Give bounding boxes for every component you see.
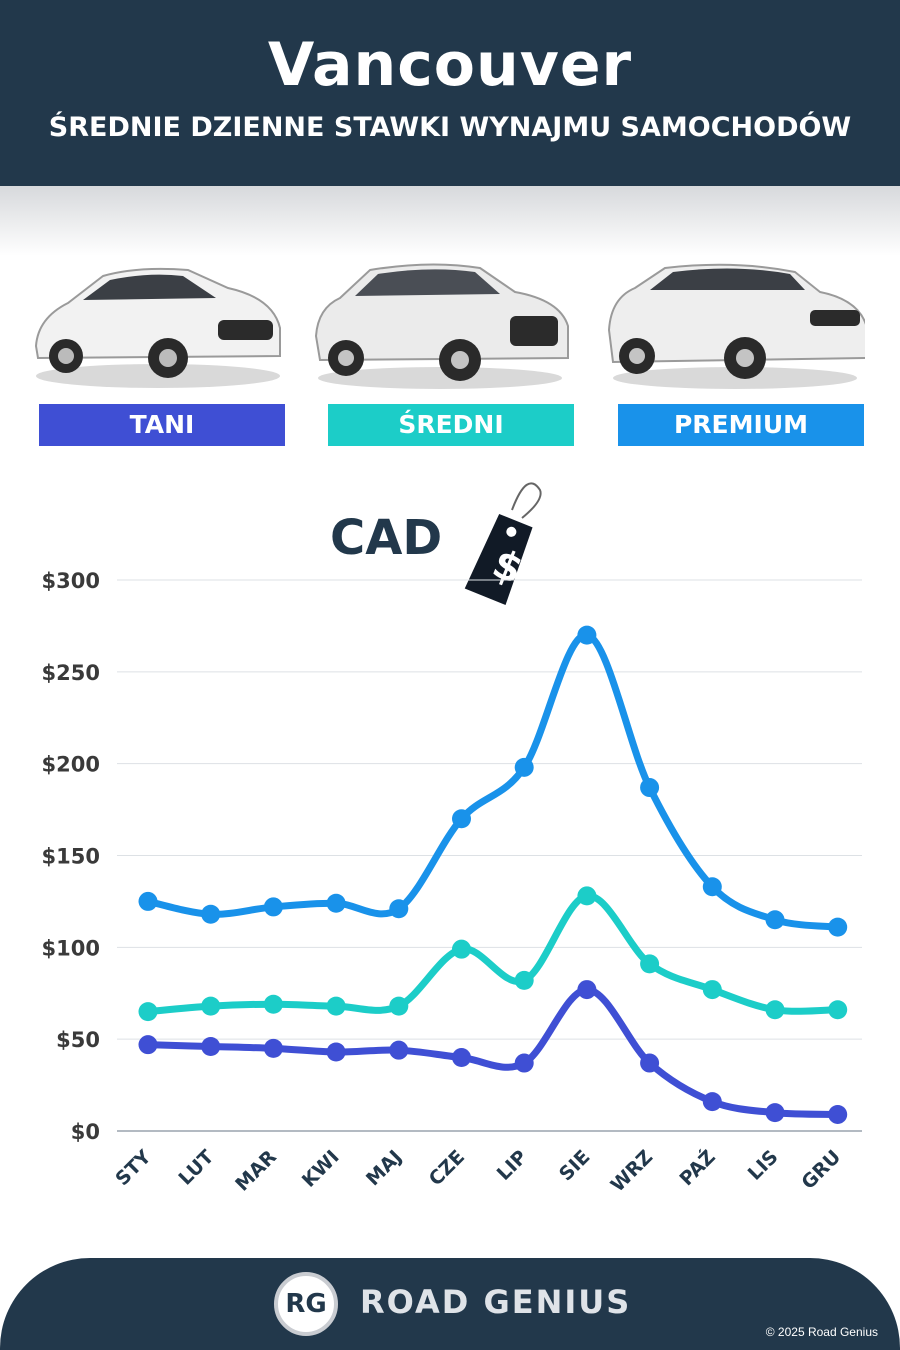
premium-suv-image [607,263,865,389]
data-point-redni [452,939,471,959]
data-point-premium [201,904,221,924]
data-point-tani [765,1103,785,1123]
y-tick-label: $150 [42,845,100,869]
category-badge-premium: PREMIUM [618,404,864,446]
x-tick-label: WRZ [607,1146,657,1196]
data-point-redni [389,996,409,1016]
data-point-redni [577,886,597,906]
data-point-tani [138,1035,158,1055]
header: Vancouver ŚREDNIE DZIENNE STAWKI WYNAJMU… [0,0,900,186]
y-tick-label: $50 [56,1028,100,1052]
data-point-redni [765,1000,785,1020]
data-point-tani [640,1053,660,1073]
x-tick-label: LIS [744,1146,783,1185]
data-point-tani [201,1037,221,1057]
data-point-premium [577,625,597,645]
x-tick-label: KWI [298,1146,344,1192]
data-point-premium [138,891,158,911]
line-chart: $0 $50 $100 $150 $200 $250 $300 STY LUT MAR KWI MAJ… [42,569,862,1196]
data-point-tani [828,1104,848,1124]
footer [0,1258,900,1350]
brand-logo: RG [274,1272,338,1336]
data-point-premium [452,809,471,829]
data-point-redni [828,1000,848,1020]
price-tag-icon: $ [464,482,542,605]
data-point-tani [702,1092,722,1112]
x-tick-label: LIP [493,1146,532,1185]
category-label-economy: TANI [129,410,195,439]
page-title: Vancouver [267,30,633,100]
category-badge-economy: TANI [39,404,285,446]
header-shadow [0,186,900,256]
data-point-redni [702,980,722,1000]
x-tick-label: LUT [175,1146,219,1190]
data-point-premium [702,877,722,897]
data-point-premium [765,910,785,930]
y-tick-label: $0 [71,1120,100,1144]
x-tick-label: MAJ [362,1146,406,1190]
data-point-redni [514,970,534,990]
x-tick-label: STY [111,1146,155,1190]
data-point-redni [201,996,221,1016]
category-label-premium: PREMIUM [673,410,808,439]
x-tick-label: PAŹ [675,1145,720,1190]
data-point-redni [263,994,283,1014]
y-tick-label: $200 [42,753,100,777]
y-tick-label: $100 [42,936,100,960]
data-point-redni [640,954,660,974]
data-point-premium [263,897,283,917]
economy-car-image [34,267,281,388]
category-label-midsize: ŚREDNI [398,410,504,439]
data-point-tani [389,1040,409,1060]
midsize-suv-image [314,263,569,389]
data-point-tani [577,980,597,1000]
category-badge-midsize: ŚREDNI [328,404,574,446]
data-point-redni [138,1002,158,1022]
page-subtitle: ŚREDNIE DZIENNE STAWKI WYNAJMU SAMOCHODÓ… [48,112,852,143]
data-point-premium [640,778,660,798]
series-line-premium [144,631,842,931]
x-tick-label: CZE [425,1146,469,1190]
x-tick-label: MAR [231,1146,281,1196]
y-tick-label: $300 [42,569,100,593]
copyright-text: © 2025 Road Genius [765,1325,878,1339]
data-point-tani [326,1042,346,1062]
data-point-premium [326,893,346,913]
brand-name: ROAD GENIUS [360,1283,632,1321]
data-point-premium [514,757,534,777]
currency-label: CAD [330,510,443,566]
series-line-tani [144,986,842,1118]
data-point-tani [452,1048,471,1068]
x-tick-label: SIE [555,1146,594,1185]
data-point-premium [828,917,848,937]
x-tick-label: GRU [797,1146,845,1194]
data-point-tani [263,1038,283,1058]
y-tick-label: $250 [42,661,100,685]
data-point-redni [326,996,346,1016]
data-point-tani [514,1053,534,1073]
data-point-premium [389,899,409,919]
